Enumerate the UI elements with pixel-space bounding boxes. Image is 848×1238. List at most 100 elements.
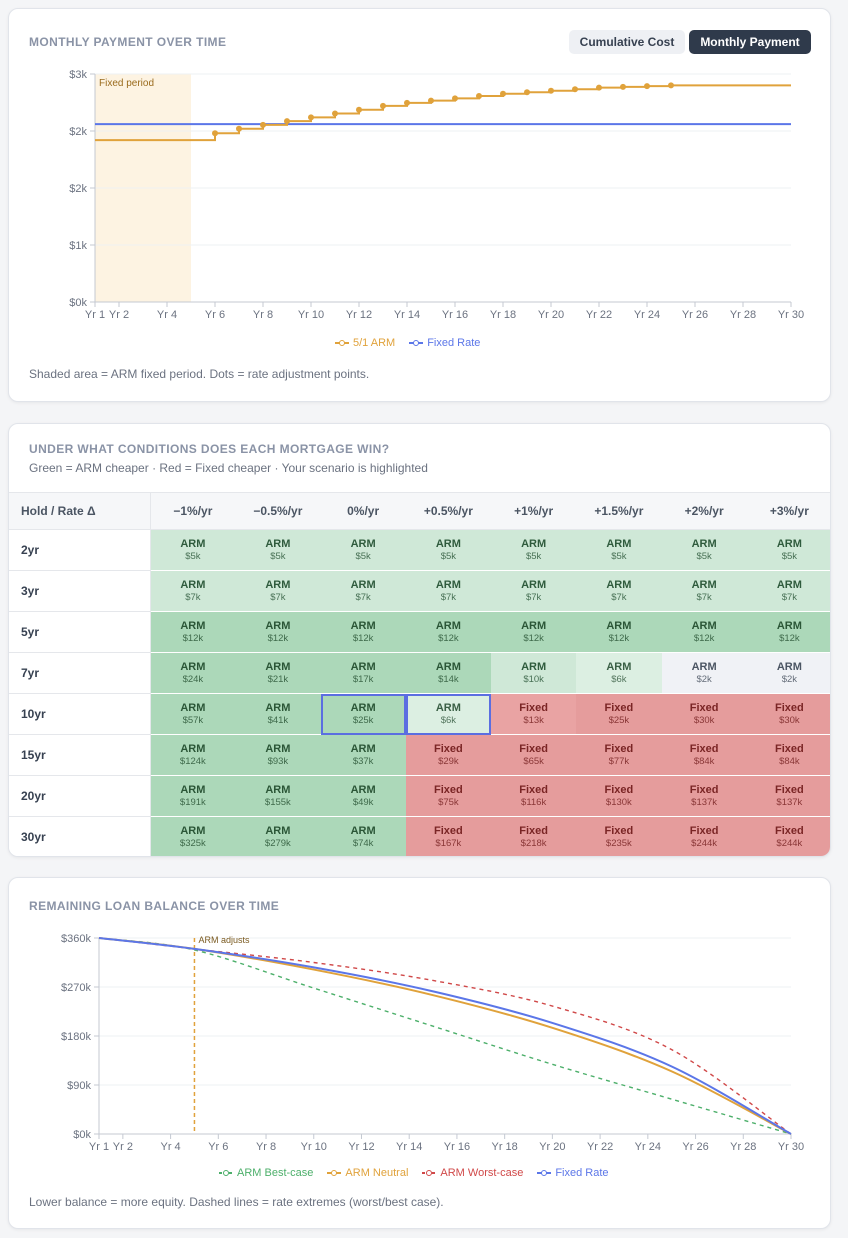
scenario-cell[interactable]: ARM $41k	[235, 693, 321, 735]
scenario-cell[interactable]: ARM $74k	[320, 816, 406, 856]
scenario-cell[interactable]: ARM $5k	[320, 529, 406, 571]
scenario-cell[interactable]: ARM $5k	[491, 529, 577, 571]
winner-label: ARM	[435, 701, 461, 714]
scenario-cell[interactable]: Fixed $244k	[746, 816, 830, 856]
scenario-cell[interactable]: ARM $12k	[491, 611, 577, 653]
scenario-cell[interactable]: ARM $10k	[491, 652, 577, 694]
scenario-cell[interactable]: ARM $12k	[746, 611, 830, 653]
scenario-cell[interactable]: ARM $24k	[150, 652, 236, 694]
x-tick-label: Yr 24	[635, 1141, 661, 1153]
scenario-cell[interactable]: ARM $12k	[235, 611, 321, 653]
scenario-cell[interactable]: ARM $5k	[661, 529, 747, 571]
scenario-cell[interactable]: ARM $57k	[150, 693, 236, 735]
scenario-cell[interactable]: ARM $12k	[661, 611, 747, 653]
scenario-cell[interactable]: Fixed $25k	[576, 693, 662, 735]
legend-item[interactable]: Fixed Rate	[537, 1167, 609, 1179]
scenario-cell-highlighted[interactable]: ARM $25k	[320, 693, 406, 735]
scenario-cell[interactable]: Fixed $235k	[576, 816, 662, 856]
savings-amount: $65k	[523, 755, 544, 767]
hold-period-label: 2yr	[9, 529, 151, 571]
scenario-cell[interactable]: Fixed $29k	[405, 734, 491, 776]
y-tick-label: $90k	[67, 1080, 91, 1092]
legend-item[interactable]: ARM Neutral	[327, 1167, 408, 1179]
scenario-cell[interactable]: Fixed $167k	[405, 816, 491, 856]
monthly-payment-toggle[interactable]: Monthly Payment	[689, 30, 811, 54]
rate-adjustment-point	[404, 99, 410, 106]
scenario-cell[interactable]: ARM $7k	[150, 570, 236, 612]
legend-label: 5/1 ARM	[353, 337, 396, 349]
scenario-cell[interactable]: ARM $12k	[405, 611, 491, 653]
scenario-cell[interactable]: ARM $7k	[746, 570, 830, 612]
scenario-cell[interactable]: ARM $2k	[746, 652, 830, 694]
scenario-cell[interactable]: ARM $7k	[405, 570, 491, 612]
scenario-cell[interactable]: Fixed $84k	[661, 734, 747, 776]
scenario-cell[interactable]: Fixed $137k	[661, 775, 747, 817]
scenario-cell[interactable]: ARM $2k	[661, 652, 747, 694]
scenario-cell[interactable]: ARM $12k	[150, 611, 236, 653]
legend-item[interactable]: Fixed Rate	[409, 337, 480, 349]
scenario-cell[interactable]: ARM $7k	[491, 570, 577, 612]
scenario-cell[interactable]: ARM $5k	[235, 529, 321, 571]
scenario-cell[interactable]: ARM $49k	[320, 775, 406, 817]
hold-period-row: 20yr ARM $191k ARM $155k ARM $49k Fixed $75k Fixe…	[9, 775, 830, 817]
scenario-cell[interactable]: ARM $7k	[576, 570, 662, 612]
scenario-cell[interactable]: Fixed $218k	[491, 816, 577, 856]
winner-label: ARM	[435, 537, 461, 550]
scenario-cell[interactable]: ARM $191k	[150, 775, 236, 817]
scenario-cell[interactable]: Fixed $30k	[746, 693, 830, 735]
scenario-cell[interactable]: ARM $93k	[235, 734, 321, 776]
scenario-cell[interactable]: ARM $6k	[576, 652, 662, 694]
savings-amount: $116k	[521, 796, 547, 808]
rate-change-header: −1%/yr	[150, 492, 236, 530]
scenario-cell[interactable]: ARM $7k	[661, 570, 747, 612]
x-tick-label: Yr 26	[682, 1141, 708, 1153]
scenario-cell[interactable]: Fixed $130k	[576, 775, 662, 817]
scenario-cell[interactable]: Fixed $77k	[576, 734, 662, 776]
rate-adjustment-point	[356, 106, 362, 113]
legend-marker-icon	[537, 1169, 552, 1177]
scenario-cell[interactable]: ARM $12k	[576, 611, 662, 653]
scenario-cell[interactable]: ARM $5k	[576, 529, 662, 571]
winner-label: Fixed	[519, 783, 548, 796]
legend-item[interactable]: 5/1 ARM	[335, 337, 395, 349]
scenario-cell[interactable]: ARM $7k	[320, 570, 406, 612]
scenario-cell[interactable]: Fixed $65k	[491, 734, 577, 776]
winner-label: ARM	[691, 537, 717, 550]
scenario-cell[interactable]: ARM $279k	[235, 816, 321, 856]
scenario-cell[interactable]: ARM $5k	[405, 529, 491, 571]
winner-label: Fixed	[775, 701, 804, 714]
savings-amount: $5k	[696, 550, 712, 562]
scenario-cell[interactable]: ARM $325k	[150, 816, 236, 856]
scenario-cell[interactable]: ARM $5k	[150, 529, 236, 571]
x-tick-label: Yr 6	[208, 1141, 228, 1153]
scenario-cell[interactable]: Fixed $116k	[491, 775, 577, 817]
scenario-cell[interactable]: ARM $14k	[405, 652, 491, 694]
scenario-cell[interactable]: Fixed $84k	[746, 734, 830, 776]
scenario-cell[interactable]: Fixed $13k	[491, 693, 577, 735]
winner-label: Fixed	[689, 701, 719, 714]
scenario-cell[interactable]: ARM $17k	[320, 652, 406, 694]
legend-item[interactable]: ARM Best-case	[219, 1167, 313, 1179]
scenario-cell[interactable]: Fixed $137k	[746, 775, 830, 817]
winner-label: Fixed	[519, 701, 548, 714]
scenario-cell[interactable]: ARM $5k	[746, 529, 830, 571]
scenario-cell[interactable]: ARM $12k	[320, 611, 406, 653]
scenario-cell[interactable]: ARM $155k	[235, 775, 321, 817]
scenario-cell[interactable]: ARM $37k	[320, 734, 406, 776]
scenario-cell[interactable]: Fixed $75k	[405, 775, 491, 817]
scenario-cell[interactable]: ARM $124k	[150, 734, 236, 776]
scenario-cell-highlighted[interactable]: ARM $6k	[405, 693, 491, 735]
loan-balance-legend: ARM Best-case ARM Neutral ARM Worst-case Fi…	[219, 1167, 609, 1179]
legend-item[interactable]: ARM Worst-case	[422, 1167, 523, 1179]
cumulative-cost-toggle[interactable]: Cumulative Cost	[569, 30, 685, 54]
savings-amount: $5k	[525, 550, 542, 562]
scenario-cell[interactable]: ARM $7k	[235, 570, 321, 612]
scenario-cell[interactable]: Fixed $30k	[661, 693, 747, 735]
scenario-cell[interactable]: Fixed $244k	[661, 816, 747, 856]
winner-label: ARM	[691, 578, 717, 591]
winner-label: ARM	[521, 619, 547, 632]
savings-amount: $30k	[693, 714, 715, 726]
savings-amount: $5k	[611, 550, 627, 562]
rate-change-header: −0.5%/yr	[235, 492, 321, 530]
scenario-cell[interactable]: ARM $21k	[235, 652, 321, 694]
